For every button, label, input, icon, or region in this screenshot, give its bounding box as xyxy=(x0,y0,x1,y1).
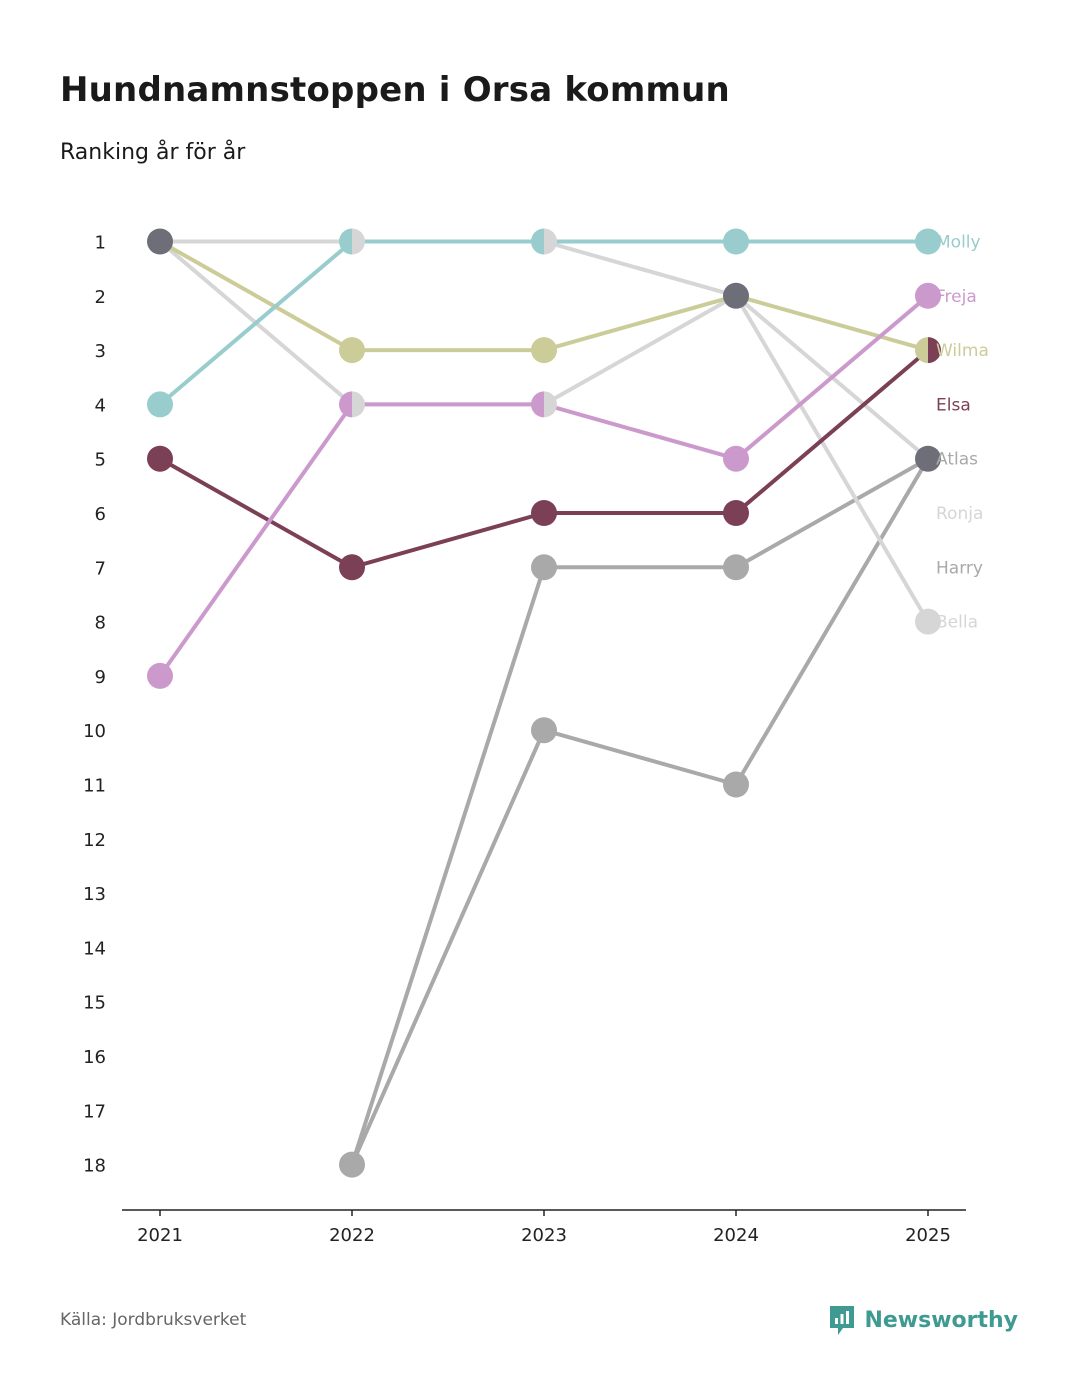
y-tick-label-8: 8 xyxy=(95,613,106,634)
newsworthy-logo-icon xyxy=(830,1306,855,1335)
point-wilma-2022 xyxy=(339,337,365,364)
y-tick-label-14: 14 xyxy=(83,938,106,959)
point-wilma-2023 xyxy=(531,337,557,364)
point-elsa-2024 xyxy=(723,500,749,526)
y-tick-label-3: 3 xyxy=(95,341,106,362)
y-tick-label-9: 9 xyxy=(95,667,106,688)
end-label-ronja: Ronja xyxy=(936,504,983,524)
end-label-bella: Bella xyxy=(936,613,978,633)
y-tick-label-7: 7 xyxy=(95,558,106,579)
point-right-half-bella-molly-2023 xyxy=(544,228,558,255)
point-right-half-ronja-freja-2022 xyxy=(352,391,365,418)
point-left-half-harry-atlas-2022 xyxy=(339,1151,352,1178)
y-tick-label-10: 10 xyxy=(83,721,106,742)
chart-title: Hundnamnstoppen i Orsa kommun xyxy=(60,70,730,110)
point-right-half-elsa-wilma-2025 xyxy=(928,337,942,364)
point-freja-2024 xyxy=(723,445,749,472)
end-label-wilma: Wilma xyxy=(936,341,989,361)
point-right-half-harry-atlas-2022 xyxy=(352,1151,365,1178)
x-tick-label-2025: 2025 xyxy=(905,1225,951,1246)
point-elsa-2023 xyxy=(531,500,557,526)
y-tick-label-5: 5 xyxy=(95,450,106,471)
point-freja-2021 xyxy=(147,662,173,689)
y-tick-label-18: 18 xyxy=(83,1156,106,1177)
y-tick-label-1: 1 xyxy=(95,233,106,254)
y-tick-label-11: 11 xyxy=(83,776,106,797)
y-tick-label-4: 4 xyxy=(95,395,106,416)
brand-name: Newsworthy xyxy=(864,1307,1018,1333)
point-harry-2024 xyxy=(723,771,749,798)
chart-subtitle: Ranking år för år xyxy=(60,140,246,165)
point-right-half-bella-molly-2022 xyxy=(352,228,365,255)
point-left-half-bella-molly-2022 xyxy=(339,228,352,255)
y-tick-label-13: 13 xyxy=(83,884,106,905)
y-tick-label-15: 15 xyxy=(83,993,106,1014)
x-tick-label-2023: 2023 xyxy=(521,1225,567,1246)
y-tick-label-2: 2 xyxy=(95,287,106,308)
series-line-atlas xyxy=(350,456,930,1167)
point-harry-2023 xyxy=(531,717,557,744)
point-tie-ronja-bella-wilma-2021 xyxy=(147,228,173,255)
x-tick-label-2022: 2022 xyxy=(329,1225,375,1246)
y-tick-label-17: 17 xyxy=(83,1101,106,1122)
point-molly-2021 xyxy=(147,391,173,418)
x-tick-label-2024: 2024 xyxy=(713,1225,759,1246)
point-left-half-ronja-freja-2022 xyxy=(339,391,352,418)
point-elsa-2021 xyxy=(147,445,173,472)
end-label-elsa: Elsa xyxy=(936,395,971,415)
series-line-molly xyxy=(158,239,930,407)
point-left-half-ronja-freja-2023 xyxy=(531,391,544,418)
point-right-half-ronja-freja-2023 xyxy=(544,391,558,418)
point-molly-2024 xyxy=(723,228,749,255)
end-label-freja: Freja xyxy=(936,287,977,307)
point-left-half-bella-molly-2023 xyxy=(531,228,544,255)
point-tie-harry-atlas-ronja-2025 xyxy=(915,445,941,472)
brand[interactable]: Newsworthy xyxy=(828,1304,1018,1336)
point-atlas-2023 xyxy=(531,554,557,581)
point-freja-2025 xyxy=(915,282,941,309)
x-tick-label-2021: 2021 xyxy=(137,1225,183,1246)
series-line-harry xyxy=(350,456,930,1167)
end-label-atlas: Atlas xyxy=(936,450,978,470)
y-tick-label-12: 12 xyxy=(83,830,106,851)
point-left-half-elsa-wilma-2025 xyxy=(915,337,928,364)
y-tick-label-16: 16 xyxy=(83,1047,106,1068)
source-note: Källa: Jordbruksverket xyxy=(60,1310,247,1330)
series-line-wilma xyxy=(158,239,930,353)
point-molly-2025 xyxy=(915,228,941,255)
point-tie-ronja-bella-wilma-2024 xyxy=(723,282,749,309)
point-elsa-2022 xyxy=(339,554,365,581)
end-label-harry: Harry xyxy=(936,558,983,578)
point-atlas-2024 xyxy=(723,554,749,581)
end-label-molly: Molly xyxy=(936,233,981,253)
y-tick-label-6: 6 xyxy=(95,504,106,525)
point-bella-2025 xyxy=(915,608,941,635)
series-line-elsa xyxy=(158,348,930,570)
